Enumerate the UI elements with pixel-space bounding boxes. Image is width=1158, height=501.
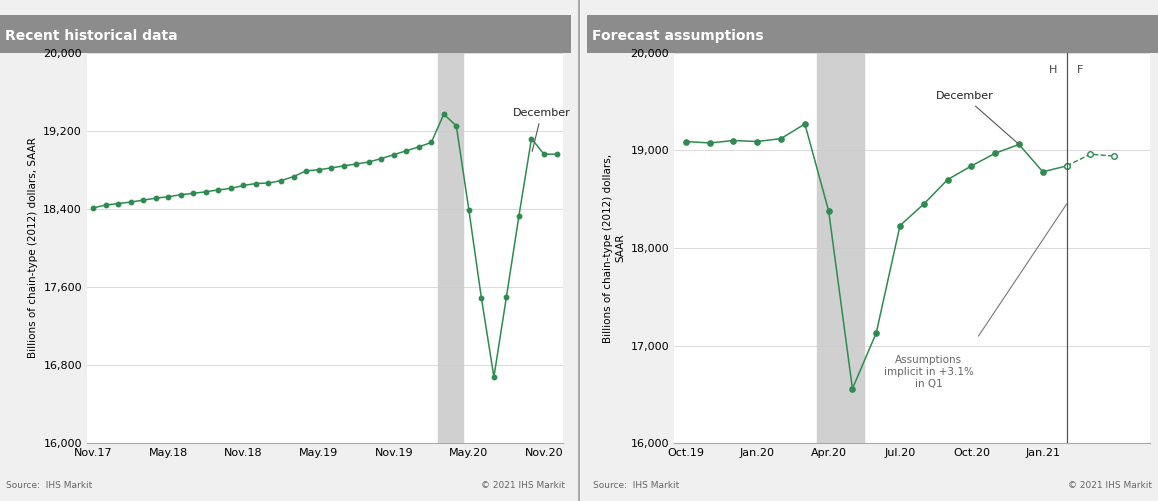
Y-axis label: Billions of chain-type (2012) dollars, SAAR: Billions of chain-type (2012) dollars, S… [28,138,38,358]
Bar [438,53,462,443]
Bar [816,53,864,443]
Text: December: December [936,92,1017,143]
Text: F: F [1077,65,1083,75]
Text: © 2021 IHS Markit: © 2021 IHS Markit [1068,481,1152,490]
Text: Source:  IHS Markit: Source: IHS Markit [6,481,91,490]
Text: © 2021 IHS Markit: © 2021 IHS Markit [481,481,565,490]
Text: December: December [513,108,571,151]
Y-axis label: Billions of chain-type (2012) dollars,
SAAR: Billions of chain-type (2012) dollars, S… [603,153,625,343]
Text: Recent historical data: Recent historical data [5,29,177,43]
Text: Forecast assumptions: Forecast assumptions [592,29,763,43]
Text: Source:  IHS Markit: Source: IHS Markit [593,481,679,490]
Text: H: H [1049,65,1057,75]
Text: Assumptions
implicit in +3.1%
in Q1: Assumptions implicit in +3.1% in Q1 [884,355,974,389]
